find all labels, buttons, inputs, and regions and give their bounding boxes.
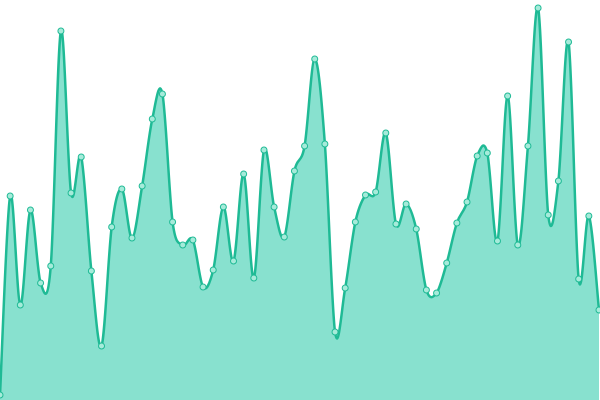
point: [473, 152, 481, 160]
area: [0, 7, 599, 400]
point: [26, 206, 34, 214]
point: [6, 192, 14, 200]
point: [67, 189, 75, 197]
point: [595, 306, 600, 314]
point: [514, 241, 522, 249]
point: [189, 236, 197, 244]
line: [0, 6, 600, 396]
point: [301, 142, 309, 150]
point: [290, 167, 298, 175]
point: [575, 275, 583, 283]
point: [585, 212, 593, 220]
point: [402, 200, 410, 208]
point: [341, 284, 349, 292]
point: [412, 225, 420, 233]
point: [16, 301, 24, 309]
point: [361, 191, 369, 199]
point: [0, 391, 4, 399]
point: [534, 4, 542, 12]
point: [128, 234, 136, 242]
point: [148, 115, 156, 123]
point: [199, 283, 207, 291]
point: [554, 177, 562, 185]
point: [422, 286, 430, 294]
point: [453, 219, 461, 227]
point: [209, 266, 217, 274]
point: [260, 146, 268, 154]
point: [372, 188, 380, 196]
point: [77, 153, 85, 161]
point: [108, 223, 116, 231]
point: [240, 170, 248, 178]
point: [57, 27, 65, 35]
point: [37, 279, 45, 287]
point: [250, 274, 258, 282]
point: [493, 237, 501, 245]
point: [565, 38, 573, 46]
point: [443, 259, 451, 267]
point: [179, 241, 187, 249]
point: [321, 140, 329, 148]
point: [351, 218, 359, 226]
point: [87, 267, 95, 275]
point: [270, 203, 278, 211]
point: [219, 203, 227, 211]
point: [118, 185, 126, 193]
point: [463, 198, 471, 206]
point: [158, 90, 166, 98]
point: [98, 342, 106, 350]
point: [230, 257, 238, 265]
point: [382, 129, 390, 137]
point: [47, 262, 55, 270]
point: [483, 149, 491, 157]
point: [544, 211, 552, 219]
point: [524, 142, 532, 150]
point: [280, 233, 288, 241]
point: [504, 92, 512, 100]
point: [331, 328, 339, 336]
point: [433, 289, 441, 297]
point: [169, 218, 177, 226]
point: [311, 55, 319, 63]
point: [392, 220, 400, 228]
point: [138, 182, 146, 190]
